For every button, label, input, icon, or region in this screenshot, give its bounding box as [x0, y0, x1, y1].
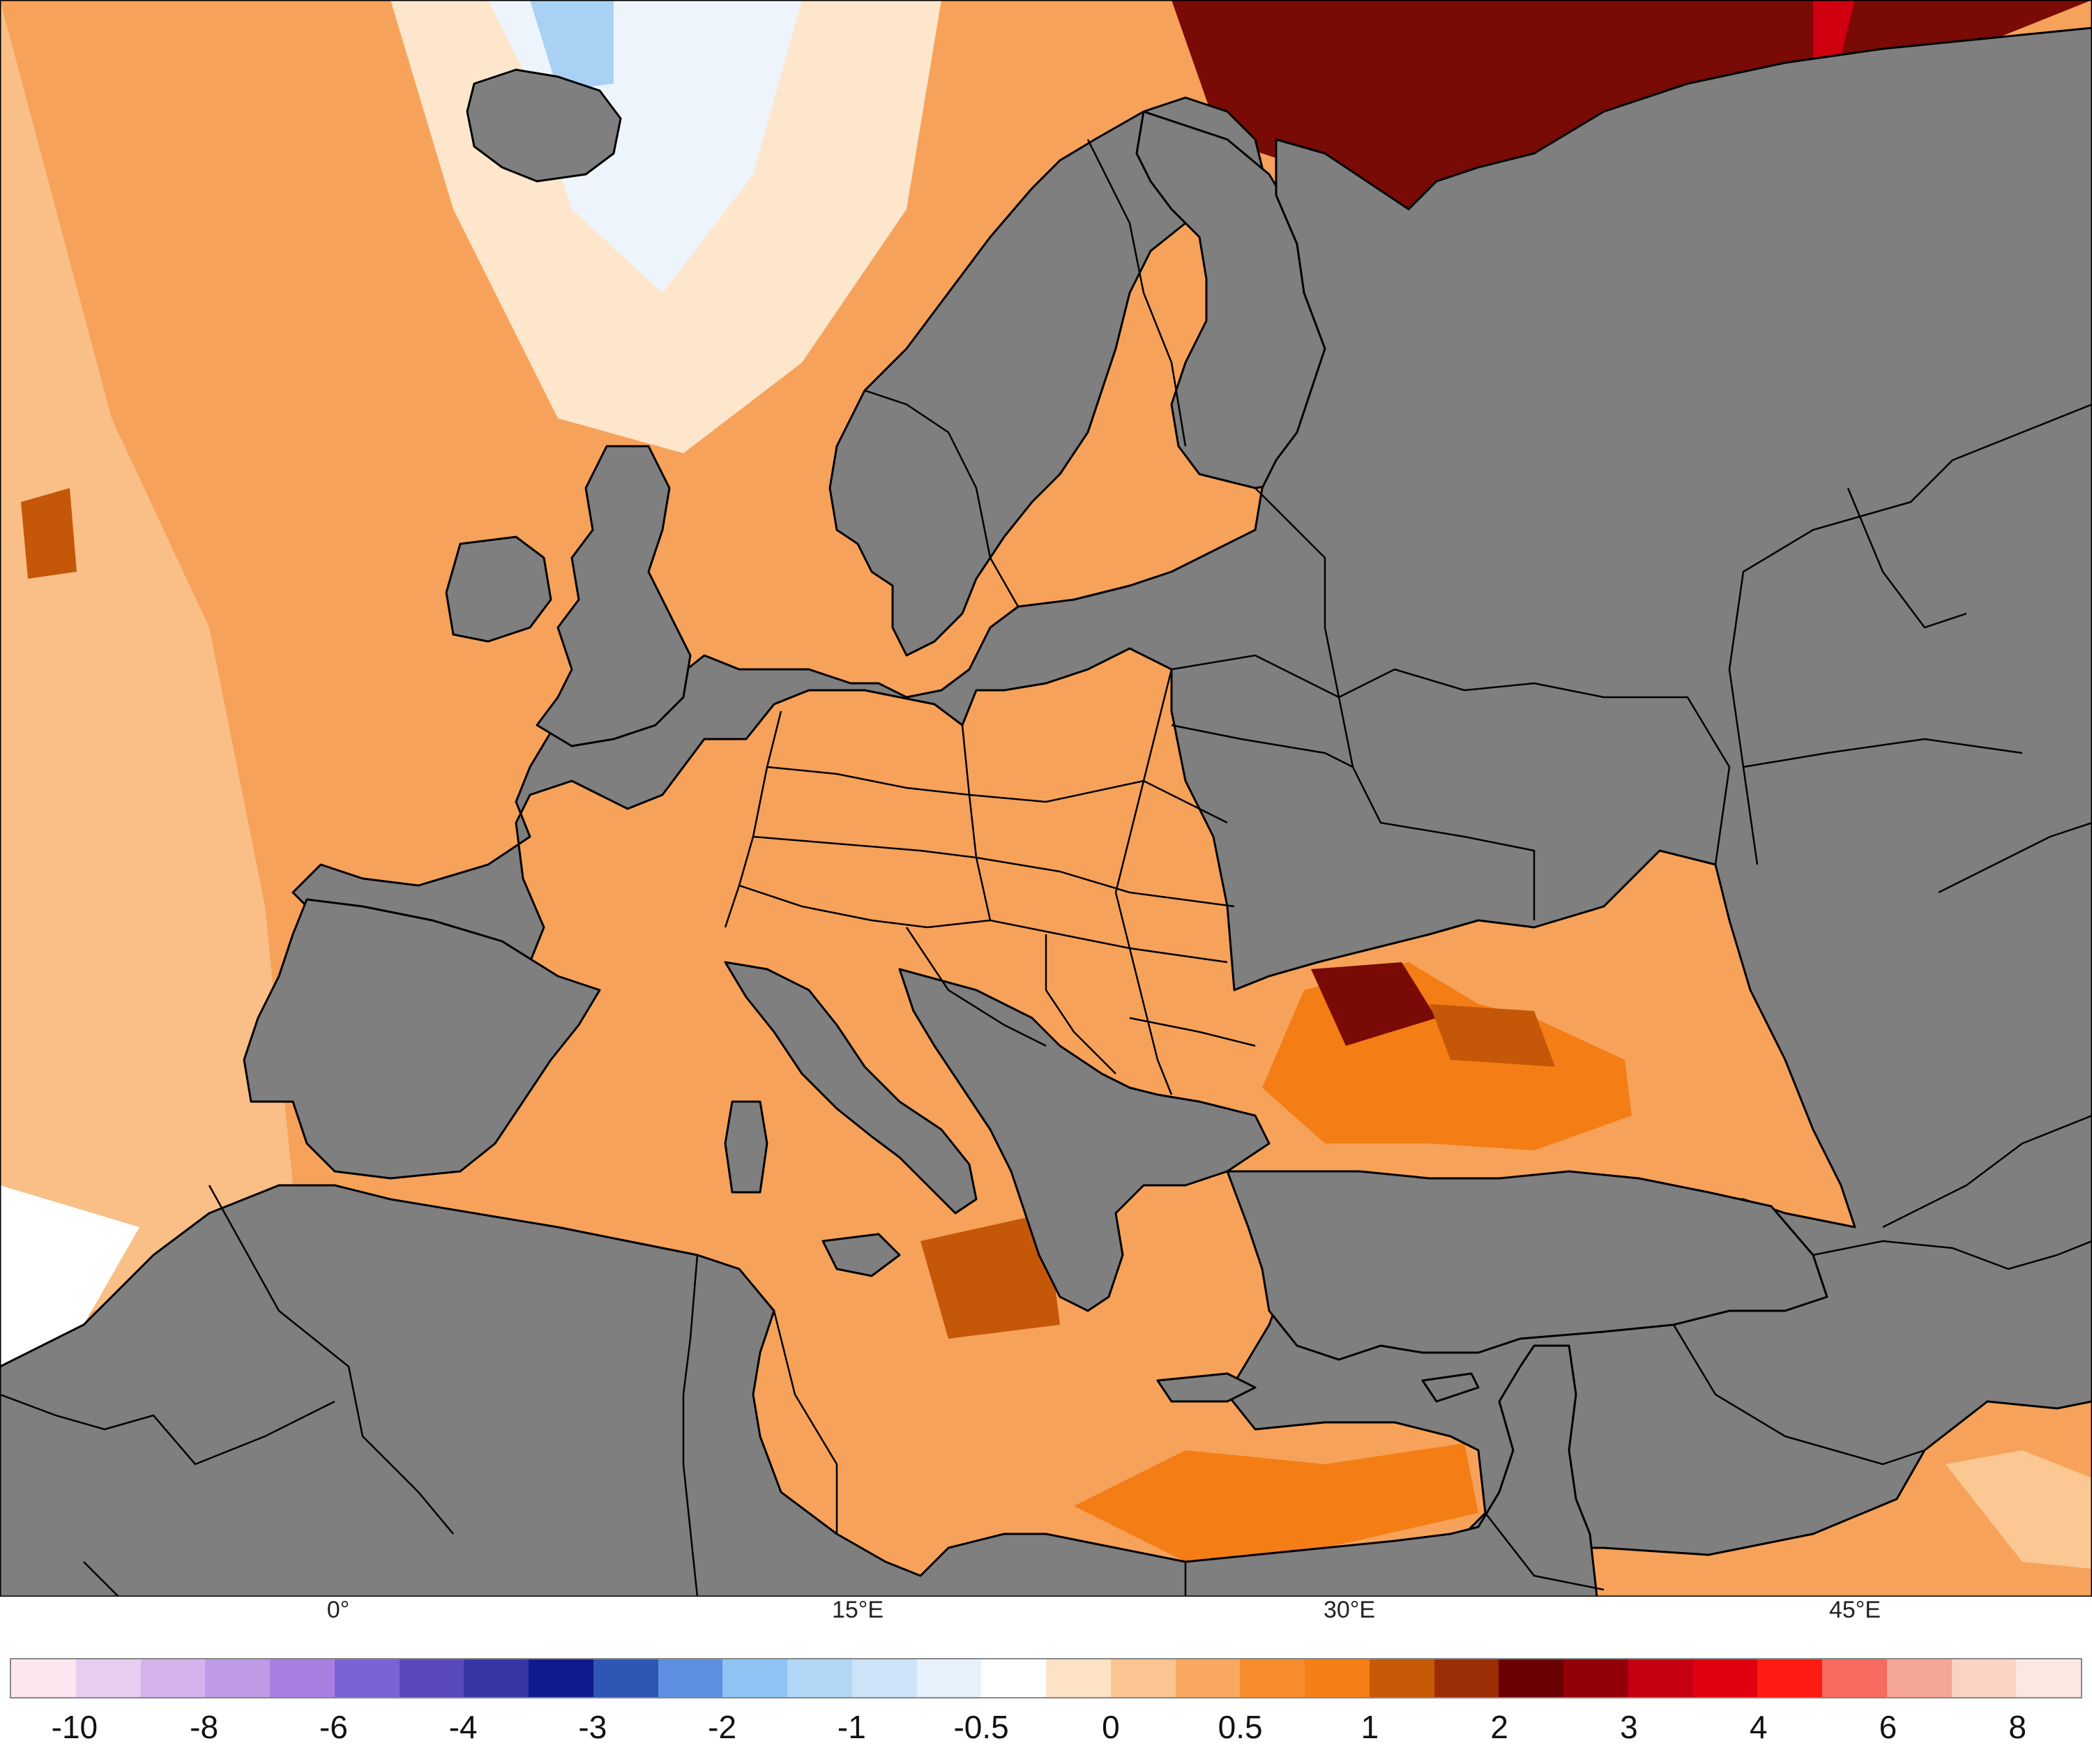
colorbar-tick-label: 3: [1620, 1709, 1638, 1745]
colorbar-swatch: [334, 1659, 400, 1697]
colorbar-swatch: [75, 1659, 141, 1697]
colorbar-tick-label: -2: [708, 1709, 737, 1745]
colorbar-swatch: [205, 1659, 270, 1697]
colorbar: [10, 1658, 2082, 1698]
italy: [724, 961, 978, 1215]
colorbar-swatch: [787, 1659, 852, 1697]
colorbar-tick-label: -0.5: [953, 1709, 1009, 1745]
colorbar-swatch: [1305, 1659, 1370, 1697]
colorbar-swatch: [1434, 1659, 1499, 1697]
colorbar-swatch: [1692, 1659, 1758, 1697]
colorbar-tick-label: -6: [319, 1709, 348, 1745]
colorbar-swatch: [464, 1659, 529, 1697]
colorbar-swatch: [851, 1659, 917, 1697]
colorbar-tick-label: -4: [448, 1709, 478, 1745]
sardinia: [724, 1100, 768, 1194]
colorbar-tick-label: 4: [1749, 1709, 1768, 1745]
colorbar-tick-label: -1: [837, 1709, 866, 1745]
land: [0, 26, 2092, 1597]
colorbar-swatch: [1886, 1659, 1952, 1697]
colorbar-swatch: [529, 1659, 593, 1697]
iberia: [243, 898, 601, 1180]
colorbar-swatch: [1563, 1659, 1628, 1697]
balkans: [898, 968, 1271, 1312]
colorbar-swatch: [916, 1659, 982, 1697]
colorbar-swatch: [2016, 1659, 2081, 1697]
colorbar-tick-label: 0.5: [1218, 1709, 1263, 1745]
colorbar-tick-label: -10: [51, 1709, 98, 1745]
country-borders: [0, 139, 2092, 1597]
colorbar-swatch: [1951, 1659, 2017, 1697]
sicily: [821, 1233, 901, 1277]
colorbar-swatch: [1822, 1659, 1887, 1697]
anatolia: [1226, 1170, 1828, 1361]
colorbar-tick-label: 2: [1490, 1709, 1508, 1745]
crete: [1156, 1372, 1257, 1403]
colorbar-swatch: [399, 1659, 464, 1697]
anomaly-map: [0, 0, 2092, 1597]
colorbar-swatch: [270, 1659, 335, 1697]
scandinavia: [828, 96, 1264, 657]
colorbar-swatch: [722, 1659, 787, 1697]
colorbar-swatch: [981, 1659, 1046, 1697]
colorbar-swatch: [140, 1659, 206, 1697]
colorbar-tick-label: 6: [1879, 1709, 1897, 1745]
iceland: [466, 68, 622, 183]
great-britain: [536, 445, 692, 747]
ireland: [445, 535, 552, 643]
colorbar-tick-label: -8: [190, 1709, 219, 1745]
colorbar-tick-label: 0: [1102, 1709, 1120, 1745]
colorbar-swatch: [1628, 1659, 1693, 1697]
colorbar-swatch: [11, 1659, 76, 1697]
colorbar-swatch: [1499, 1659, 1563, 1697]
colorbar-swatch: [658, 1659, 723, 1697]
colorbar-swatch: [1757, 1659, 1822, 1697]
lon-label-0: 0°: [326, 1597, 350, 1623]
colorbar-swatch: [1175, 1659, 1241, 1697]
lon-label-45e: 45°E: [1828, 1597, 1881, 1623]
colorbar-swatch: [1110, 1659, 1176, 1697]
colorbar-tick-label: 8: [2008, 1709, 2026, 1745]
colorbar-swatch: [1046, 1659, 1111, 1697]
cyprus: [1421, 1372, 1480, 1403]
colorbar-swatch: [1369, 1659, 1434, 1697]
lon-label-30e: 30°E: [1323, 1597, 1376, 1623]
colorbar-swatch: [1240, 1659, 1305, 1697]
lon-label-15e: 15°E: [831, 1597, 884, 1623]
colorbar-swatch: [593, 1659, 658, 1697]
colorbar-tick-label: 1: [1360, 1709, 1379, 1745]
colorbar-tick-label: -3: [578, 1709, 607, 1745]
north-africa: [0, 1184, 1598, 1597]
